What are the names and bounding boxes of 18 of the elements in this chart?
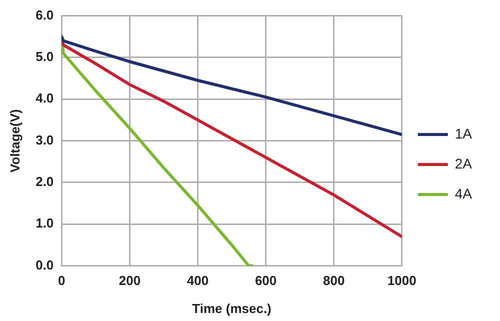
y-tick-label: 6.0 bbox=[36, 7, 54, 22]
x-tick-label: 1000 bbox=[387, 273, 416, 288]
y-tick-label: 0.0 bbox=[36, 257, 54, 272]
y-tick-label: 3.0 bbox=[36, 132, 54, 148]
y-axis-title: Voltage(V) bbox=[7, 109, 22, 172]
x-tick-label: 0 bbox=[58, 273, 66, 288]
y-tick-label: 4.0 bbox=[36, 90, 54, 106]
y-tick-label: 5.0 bbox=[36, 49, 54, 64]
x-tick-label: 200 bbox=[118, 273, 141, 288]
y-tick-label: 1.0 bbox=[36, 216, 54, 231]
legend-label: 1A bbox=[454, 125, 473, 142]
x-tick-label: 400 bbox=[186, 273, 209, 288]
x-axis-title: Time (msec.) bbox=[192, 300, 272, 316]
x-tick-label: 800 bbox=[322, 273, 345, 288]
legend-label: 2A bbox=[454, 155, 473, 172]
legend-label: 4A bbox=[454, 185, 473, 202]
x-tick-label: 600 bbox=[254, 273, 277, 288]
y-tick-label: 2.0 bbox=[36, 174, 54, 190]
